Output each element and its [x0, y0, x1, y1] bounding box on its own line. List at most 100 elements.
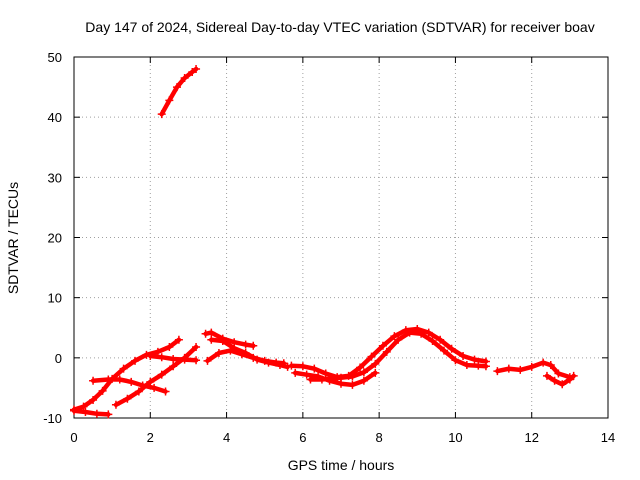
series-arc-1 [157, 65, 201, 119]
data-point [98, 386, 107, 395]
data-point [157, 110, 166, 119]
data-point [424, 328, 433, 337]
data-point [89, 395, 98, 404]
data-point [436, 335, 445, 344]
data-point [321, 369, 330, 378]
data-point [174, 335, 183, 344]
data-point [310, 364, 319, 373]
data-point [264, 358, 273, 367]
x-tick-label: 2 [147, 430, 154, 445]
series-arc-6 [146, 352, 201, 365]
data-point [249, 341, 258, 350]
data-point [104, 375, 113, 384]
data-point [337, 373, 345, 382]
data-point [459, 352, 468, 361]
data-point [169, 355, 178, 364]
data-point [192, 343, 201, 352]
data-point [153, 347, 162, 356]
data-point [241, 340, 250, 349]
data-point [123, 394, 132, 403]
data-point [134, 387, 143, 396]
data-point [131, 356, 140, 365]
data-point [146, 377, 155, 386]
series-arc-4 [89, 375, 170, 396]
data-point [165, 96, 174, 105]
data-point [447, 344, 456, 353]
data-point [394, 335, 403, 344]
data-point [558, 380, 567, 389]
series-line [289, 326, 489, 380]
data-point [70, 406, 78, 415]
data-point [504, 364, 513, 373]
data-point [439, 346, 448, 355]
data-point [462, 361, 471, 370]
series-arc-14 [542, 371, 578, 389]
y-tick-label: 10 [48, 291, 62, 306]
series-line [71, 408, 111, 417]
chart-title: Day 147 of 2024, Sidereal Day-to-day VTE… [85, 19, 594, 35]
data-point [146, 352, 155, 361]
series-arc-11 [291, 368, 380, 389]
y-tick-label: 20 [48, 231, 62, 246]
data-point [317, 375, 326, 384]
data-point [546, 361, 555, 370]
data-point [89, 376, 98, 385]
data-point [405, 328, 414, 337]
data-point [81, 407, 90, 416]
data-point [348, 380, 357, 389]
data-point [302, 370, 311, 379]
data-point [79, 402, 88, 411]
y-tick-label: 0 [55, 351, 62, 366]
data-point [115, 375, 124, 384]
data-point [527, 362, 536, 371]
series-line [159, 66, 199, 117]
data-point [367, 352, 376, 361]
data-point [348, 372, 357, 381]
data-point [150, 383, 159, 392]
data-point [554, 369, 563, 378]
data-point [207, 335, 216, 344]
data-point [157, 370, 166, 379]
data-point [192, 356, 201, 365]
data-point [359, 368, 368, 377]
x-tick-label: 6 [299, 430, 306, 445]
y-axis-label: SDTVAR / TECUs [5, 182, 21, 294]
series-arc-7 [201, 328, 258, 350]
data-point [230, 344, 239, 353]
data-point [214, 349, 223, 358]
data-point [451, 356, 460, 365]
y-tick-label: 40 [48, 110, 62, 125]
data-point [382, 347, 391, 356]
data-point [165, 343, 174, 352]
series-arc-3 [70, 406, 113, 419]
data-point [569, 371, 578, 380]
data-point [218, 336, 227, 345]
data-point [378, 341, 387, 350]
data-point [92, 409, 101, 418]
data-point [356, 363, 365, 372]
data-point [516, 365, 525, 374]
data-point [111, 400, 120, 409]
data-point [306, 375, 315, 384]
data-point [241, 349, 250, 358]
data-point [493, 367, 502, 376]
data-point [275, 361, 284, 370]
data-point [359, 376, 368, 385]
x-tick-label: 0 [70, 430, 77, 445]
data-point [172, 83, 181, 92]
data-point [104, 410, 113, 419]
data-point [390, 332, 399, 341]
data-point [119, 364, 128, 373]
data-point [470, 355, 479, 364]
data-point [474, 361, 483, 370]
data-point [329, 374, 338, 383]
series-arc-13 [493, 358, 574, 382]
data-point [371, 368, 380, 377]
data-point [207, 328, 216, 337]
x-tick-label: 10 [448, 430, 462, 445]
series-arc-2 [70, 335, 183, 414]
data-point [542, 371, 551, 380]
tick-layer: 0 2 4 6 8 10 12 14 -10 0 10 20 30 40 50 [43, 50, 615, 445]
y-tick-label: 50 [48, 50, 62, 65]
